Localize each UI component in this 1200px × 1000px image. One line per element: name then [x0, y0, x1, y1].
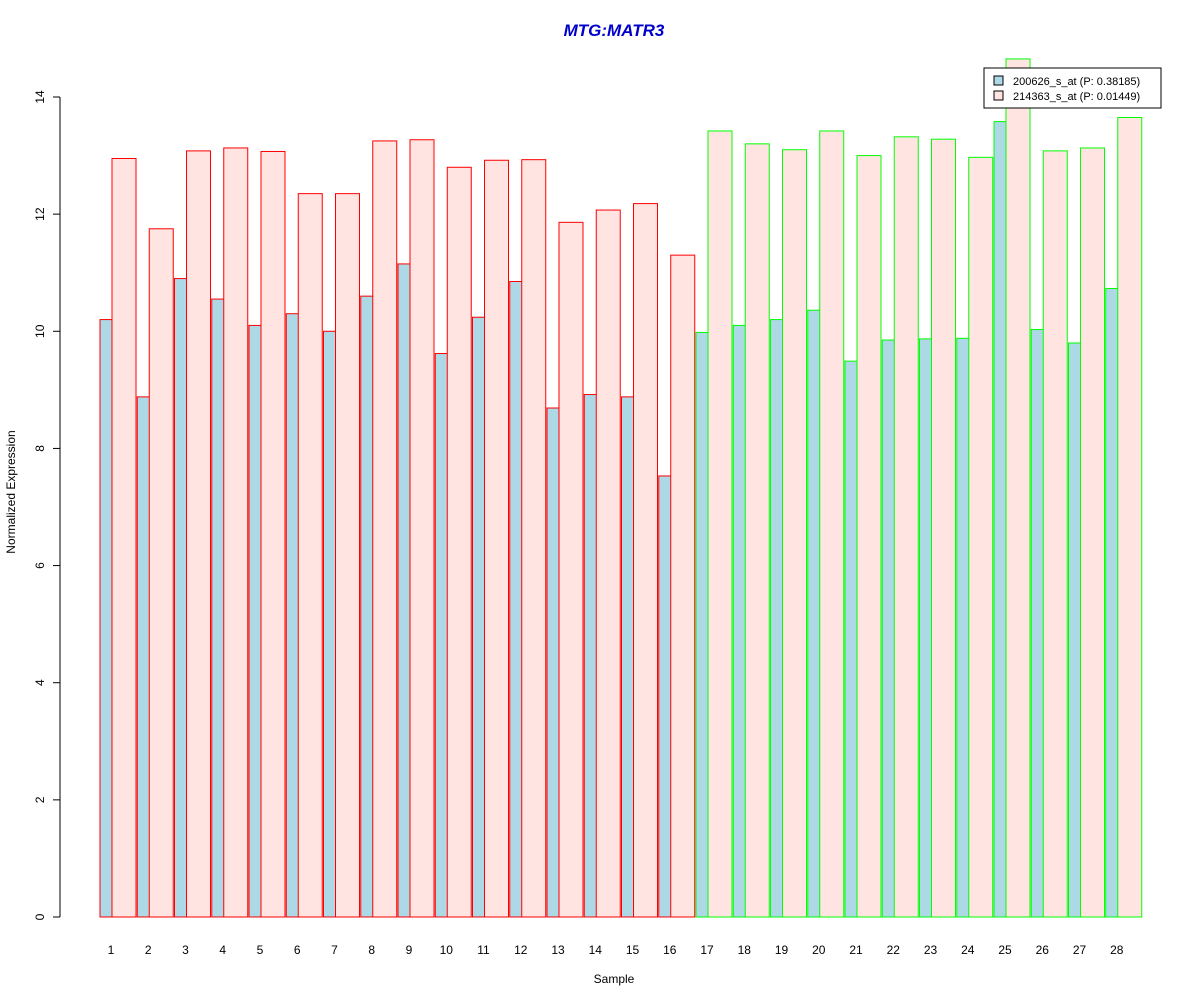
bar-series-2-sample-11 — [484, 159, 509, 918]
x-tick-label: 9 — [406, 943, 413, 957]
bar-series-2-sample-27 — [1080, 147, 1105, 918]
x-tick-label: 2 — [145, 943, 152, 957]
y-tick-label: 4 — [33, 679, 47, 686]
x-tick-label: 14 — [589, 943, 603, 957]
x-tick-label: 23 — [924, 943, 938, 957]
y-tick-label: 6 — [33, 562, 47, 569]
x-tick-label: 25 — [998, 943, 1012, 957]
y-tick-label: 2 — [33, 796, 47, 803]
bar-series-2-sample-25 — [1005, 58, 1031, 918]
x-tick-label: 3 — [182, 943, 189, 957]
bar-series-2-sample-12 — [521, 159, 547, 918]
x-tick-label: 13 — [551, 943, 565, 957]
x-tick-label: 17 — [700, 943, 714, 957]
y-tick-label: 14 — [33, 90, 47, 104]
x-tick-label: 18 — [738, 943, 752, 957]
x-tick-label: 16 — [663, 943, 677, 957]
bar-series-2-sample-21 — [856, 155, 882, 918]
legend-swatch-series-2 — [993, 90, 1004, 101]
bar-series-2-sample-23 — [931, 138, 956, 918]
bar-series-2-sample-1 — [111, 158, 137, 918]
legend-box — [983, 67, 1162, 109]
y-tick-label: 8 — [33, 445, 47, 452]
x-tick-label: 11 — [477, 943, 490, 957]
bar-series-2-sample-14 — [595, 209, 621, 918]
bar-series-2-sample-3 — [186, 150, 211, 918]
x-tick-label: 12 — [514, 943, 528, 957]
bar-series-2-sample-16 — [670, 254, 696, 918]
bar-series-2-sample-10 — [446, 166, 472, 918]
bars — [99, 58, 1143, 918]
bar-series-2-sample-22 — [893, 136, 919, 918]
bar-series-2-sample-28 — [1117, 117, 1143, 918]
x-tick-label: 15 — [626, 943, 640, 957]
x-tick-label: 24 — [961, 943, 975, 957]
legend-label-series-1: 200626_s_at (P: 0.38185) — [1013, 76, 1140, 88]
x-tick-label: 19 — [775, 943, 789, 957]
bar-series-2-sample-6 — [297, 193, 323, 918]
x-tick-label: 7 — [331, 943, 338, 957]
chart-title: MTG:MATR3 — [564, 21, 665, 40]
bar-series-2-sample-5 — [260, 150, 286, 918]
bar-series-2-sample-8 — [372, 140, 398, 918]
x-tick-label: 26 — [1036, 943, 1050, 957]
x-tick-label: 1 — [108, 943, 115, 957]
bar-series-2-sample-4 — [223, 147, 249, 918]
x-tick-label: 10 — [440, 943, 454, 957]
bar-series-2-sample-24 — [968, 156, 994, 918]
bar-series-2-sample-19 — [782, 149, 807, 918]
y-tick-label: 12 — [33, 207, 47, 221]
bar-series-2-sample-7 — [335, 193, 360, 918]
bar-series-2-sample-13 — [558, 221, 584, 918]
bar-series-2-sample-2 — [148, 228, 174, 918]
bar-series-2-sample-17 — [707, 130, 733, 918]
bar-series-2-sample-9 — [409, 139, 435, 918]
x-tick-label: 20 — [812, 943, 826, 957]
y-axis-label: Normalized Expression — [4, 430, 18, 553]
bar-series-2-sample-18 — [744, 143, 770, 918]
bar-series-2-sample-15 — [633, 203, 658, 918]
legend-label-series-2: 214363_s_at (P: 0.01449) — [1013, 91, 1140, 103]
x-axis-label: Sample — [594, 972, 635, 986]
y-tick-label: 10 — [33, 324, 47, 338]
bar-series-2-sample-26 — [1042, 150, 1068, 918]
y-tick-label: 0 — [33, 913, 47, 920]
y-axis: 0 2 4 6 8 10 12 14 — [33, 90, 61, 920]
x-tick-labels: 1 2 3 4 5 6 7 8 9 10 11 12 13 14 15 16 17 18 19 20 21 22 23 24 2… — [108, 943, 1124, 957]
x-tick-label: 28 — [1110, 943, 1124, 957]
bar-series-2-sample-20 — [819, 130, 845, 918]
x-tick-label: 8 — [368, 943, 375, 957]
x-tick-label: 22 — [887, 943, 901, 957]
x-tick-label: 27 — [1073, 943, 1087, 957]
x-tick-label: 4 — [219, 943, 226, 957]
legend-swatch-series-1 — [993, 75, 1004, 86]
x-tick-label: 5 — [257, 943, 264, 957]
legend: 200626_s_at (P: 0.38185) 214363_s_at (P:… — [983, 67, 1162, 109]
x-tick-label: 6 — [294, 943, 301, 957]
x-tick-label: 21 — [849, 943, 863, 957]
